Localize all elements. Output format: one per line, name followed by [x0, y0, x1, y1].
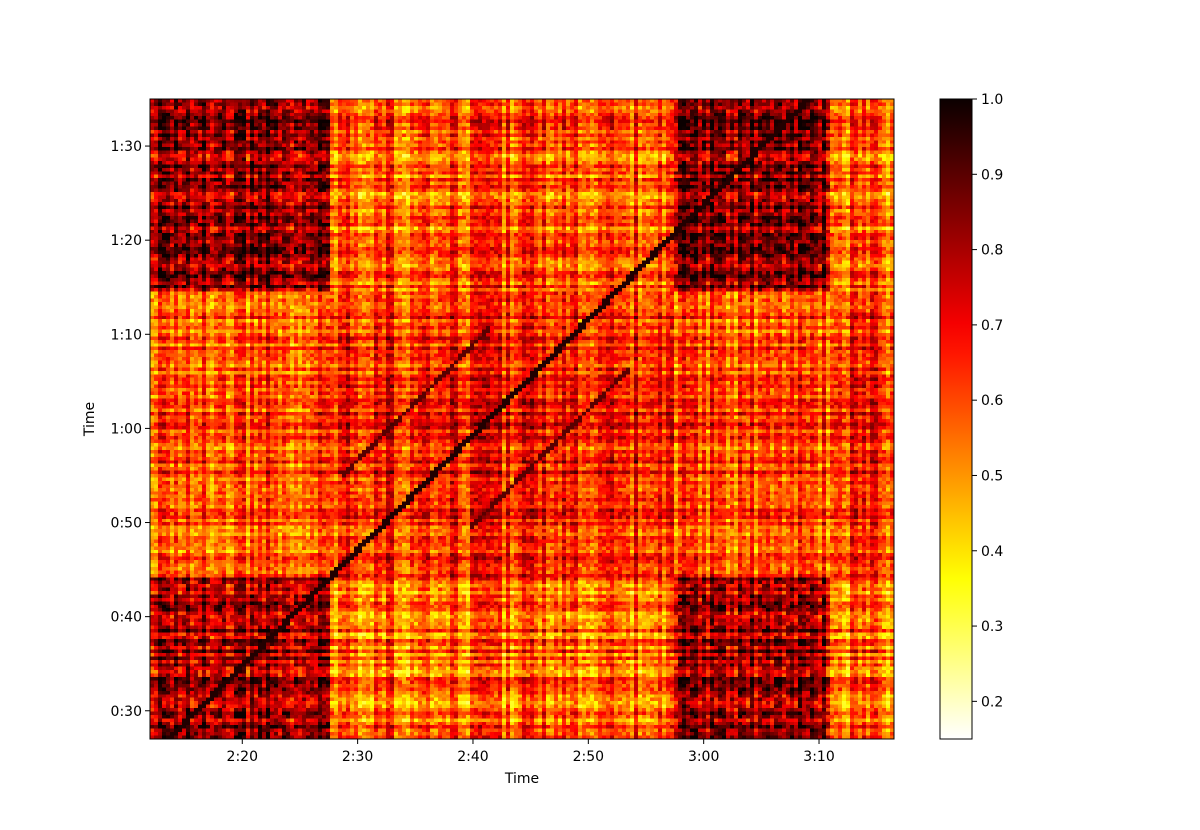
y-axis: 0:30 0:40 0:50 1:00 1:10 1:20 1:30 [111, 139, 150, 720]
colorbar-tick-label: 0.6 [981, 393, 1003, 409]
y-tick-label: 1:10 [111, 327, 142, 343]
x-axis: 2:20 2:30 2:40 2:50 3:00 3:10 [227, 739, 835, 765]
y-tick-label: 0:40 [111, 610, 142, 626]
x-tick-label: 2:30 [342, 749, 373, 765]
x-tick-label: 3:10 [803, 749, 834, 765]
y-tick-label: 1:30 [111, 139, 142, 155]
colorbar-tick-label: 0.2 [981, 694, 1003, 710]
colorbar-axis: 0.2 0.3 0.4 0.5 0.6 0.7 0.8 0.9 1.0 [972, 92, 1003, 710]
heatmap-plot-area [150, 99, 894, 739]
x-tick-label: 2:50 [573, 749, 604, 765]
x-axis-label: Time [504, 771, 539, 787]
plot-frame [149, 98, 895, 740]
colorbar-tick-label: 0.7 [981, 318, 1003, 334]
colorbar-tick-label: 0.4 [981, 544, 1003, 560]
y-tick-label: 0:50 [111, 516, 142, 532]
heatmap-image [150, 99, 894, 739]
y-tick-label: 1:00 [111, 421, 142, 437]
colorbar-tick-label: 1.0 [981, 92, 1003, 108]
colorbar-tick-label: 0.8 [981, 243, 1003, 259]
x-tick-label: 2:40 [457, 749, 488, 765]
colorbar-tick-label: 0.9 [981, 167, 1003, 183]
x-tick-label: 3:00 [688, 749, 719, 765]
y-tick-label: 1:20 [111, 233, 142, 249]
colorbar [939, 98, 973, 740]
x-tick-label: 2:20 [227, 749, 258, 765]
y-tick-label: 0:30 [111, 704, 142, 720]
colorbar-tick-label: 0.3 [981, 619, 1003, 635]
y-axis-label: Time [82, 402, 98, 437]
colorbar-tick-label: 0.5 [981, 468, 1003, 484]
